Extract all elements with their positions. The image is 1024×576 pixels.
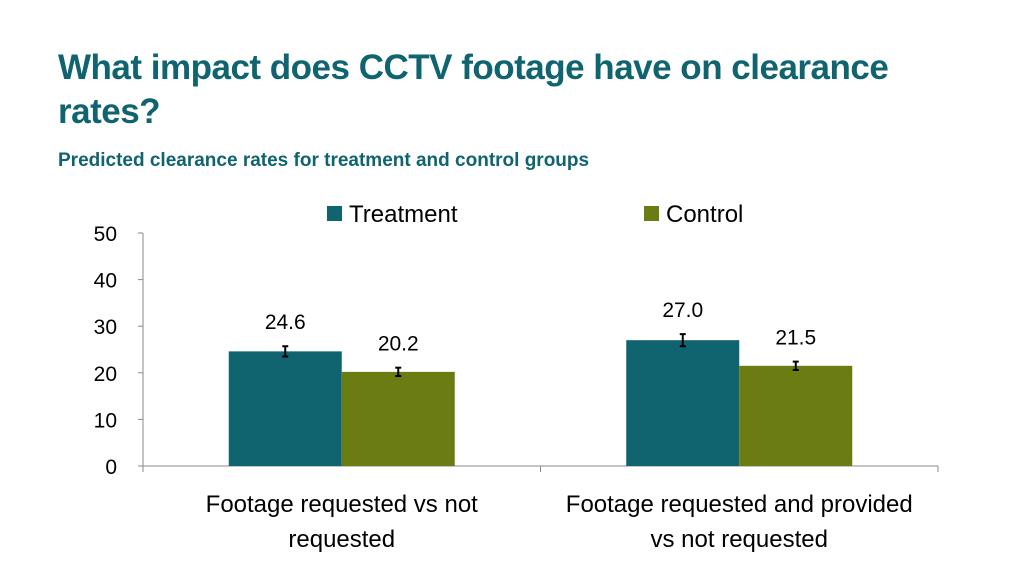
bar-treatment (228, 351, 342, 466)
bar-control (739, 365, 853, 466)
y-tick-label: 0 (105, 456, 117, 479)
y-tick-label: 40 (94, 270, 117, 293)
y-tick-label: 10 (94, 409, 117, 432)
bar-control (341, 371, 455, 466)
x-category-label: Footage requested and provided (566, 491, 913, 518)
page-title: What impact does CCTV footage have on cl… (58, 48, 889, 131)
data-label: 21.5 (775, 327, 816, 350)
legend-swatch-treatment (327, 206, 342, 221)
y-tick-label: 20 (94, 363, 117, 386)
legend-swatch-control (644, 206, 659, 221)
x-category-label: Footage requested vs not (206, 491, 479, 518)
bar-treatment (626, 340, 740, 466)
legend-label: Treatment (349, 201, 458, 228)
data-label: 24.6 (265, 311, 306, 334)
data-label: 20.2 (378, 333, 419, 356)
x-category-label: vs not requested (651, 526, 828, 553)
page-subtitle: Predicted clearance rates for treatment … (58, 150, 590, 171)
data-label: 27.0 (662, 299, 703, 322)
y-tick-label: 30 (94, 316, 117, 339)
legend-label: Control (666, 201, 743, 228)
x-category-label: requested (288, 526, 395, 553)
y-tick-label: 50 (94, 223, 117, 246)
